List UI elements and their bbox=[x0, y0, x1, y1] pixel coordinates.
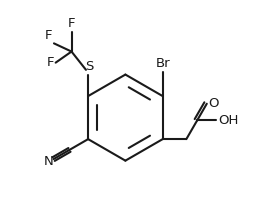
Text: F: F bbox=[45, 29, 52, 42]
Text: S: S bbox=[85, 60, 93, 73]
Text: Br: Br bbox=[155, 57, 170, 70]
Text: F: F bbox=[46, 56, 54, 69]
Text: OH: OH bbox=[218, 114, 238, 127]
Text: O: O bbox=[209, 97, 219, 110]
Text: N: N bbox=[44, 155, 54, 168]
Text: F: F bbox=[68, 17, 75, 31]
